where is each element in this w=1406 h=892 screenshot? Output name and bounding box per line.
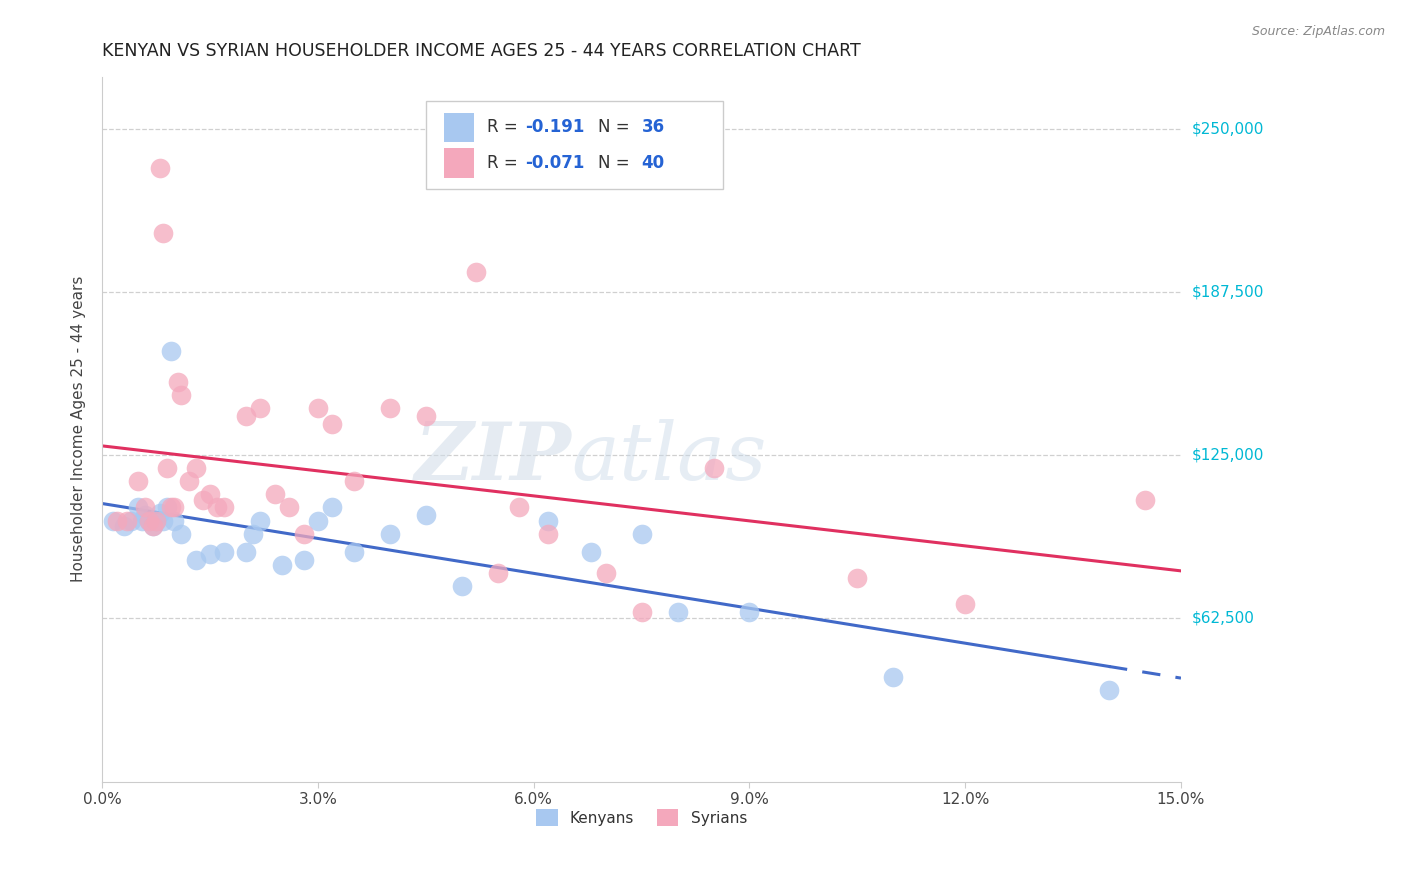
Point	[321, 500, 343, 515]
Point	[214, 500, 236, 515]
Point	[127, 475, 149, 489]
Point	[321, 417, 343, 431]
Point	[138, 514, 160, 528]
Point	[249, 401, 271, 416]
Point	[537, 514, 560, 528]
Point	[846, 571, 869, 585]
Point	[198, 487, 221, 501]
Point	[177, 475, 200, 489]
Point	[307, 514, 329, 528]
Point	[537, 526, 560, 541]
Point	[159, 343, 181, 358]
Point	[149, 506, 172, 520]
Point	[142, 518, 165, 533]
Text: $62,500: $62,500	[1192, 611, 1256, 626]
Text: KENYAN VS SYRIAN HOUSEHOLDER INCOME AGES 25 - 44 YEARS CORRELATION CHART: KENYAN VS SYRIAN HOUSEHOLDER INCOME AGES…	[103, 42, 860, 60]
Point	[117, 514, 139, 528]
Point	[166, 375, 188, 389]
Point	[184, 461, 207, 475]
Text: R =: R =	[488, 154, 523, 172]
Point	[198, 548, 221, 562]
Point	[127, 500, 149, 515]
Point	[450, 579, 472, 593]
Point	[378, 401, 401, 416]
Y-axis label: Householder Income Ages 25 - 44 years: Householder Income Ages 25 - 44 years	[72, 276, 86, 582]
Point	[486, 566, 509, 580]
Point	[465, 265, 488, 279]
Text: 36: 36	[641, 119, 665, 136]
Point	[292, 552, 315, 566]
Point	[163, 500, 186, 515]
Point	[955, 597, 977, 611]
Point	[145, 514, 167, 528]
Point	[120, 514, 142, 528]
Point	[271, 558, 294, 572]
Point	[343, 475, 366, 489]
Point	[112, 518, 135, 533]
Point	[882, 670, 904, 684]
Point	[159, 500, 181, 515]
Point	[207, 500, 229, 515]
Point	[235, 409, 257, 423]
Text: Source: ZipAtlas.com: Source: ZipAtlas.com	[1251, 25, 1385, 38]
Point	[415, 409, 437, 423]
Point	[142, 518, 165, 533]
Text: $125,000: $125,000	[1192, 448, 1264, 463]
Point	[235, 545, 257, 559]
Text: $187,500: $187,500	[1192, 285, 1264, 300]
Text: -0.071: -0.071	[524, 154, 585, 172]
Point	[595, 566, 617, 580]
Point	[249, 514, 271, 528]
FancyBboxPatch shape	[444, 112, 474, 143]
Legend: Kenyans, Syrians: Kenyans, Syrians	[529, 801, 755, 834]
Point	[214, 545, 236, 559]
Text: N =: N =	[599, 119, 636, 136]
Point	[170, 388, 193, 402]
Point	[138, 514, 160, 528]
Point	[101, 514, 124, 528]
Point	[415, 508, 437, 523]
Point	[152, 514, 174, 528]
Point	[145, 514, 167, 528]
Point	[738, 605, 761, 619]
Point	[343, 545, 366, 559]
Point	[263, 487, 285, 501]
Point	[152, 227, 174, 241]
Point	[131, 514, 153, 528]
Point	[630, 605, 652, 619]
Text: N =: N =	[599, 154, 636, 172]
Text: atlas: atlas	[571, 418, 766, 496]
Point	[242, 526, 264, 541]
Point	[581, 545, 603, 559]
Point	[307, 401, 329, 416]
Text: $250,000: $250,000	[1192, 121, 1264, 136]
Point	[105, 514, 128, 528]
Point	[702, 461, 724, 475]
Text: 40: 40	[641, 154, 665, 172]
Point	[1098, 683, 1121, 698]
Point	[156, 500, 179, 515]
Point	[184, 552, 207, 566]
Point	[278, 500, 301, 515]
Point	[666, 605, 689, 619]
FancyBboxPatch shape	[444, 148, 474, 178]
Point	[170, 526, 193, 541]
Point	[134, 500, 156, 515]
FancyBboxPatch shape	[426, 102, 723, 189]
Point	[1133, 492, 1156, 507]
Point	[378, 526, 401, 541]
Point	[149, 161, 172, 175]
Point	[630, 526, 652, 541]
Text: ZIP: ZIP	[415, 418, 571, 496]
Text: R =: R =	[488, 119, 523, 136]
Point	[191, 492, 214, 507]
Point	[508, 500, 530, 515]
Point	[156, 461, 179, 475]
Point	[134, 508, 156, 523]
Point	[292, 526, 315, 541]
Text: -0.191: -0.191	[524, 119, 585, 136]
Point	[163, 514, 186, 528]
